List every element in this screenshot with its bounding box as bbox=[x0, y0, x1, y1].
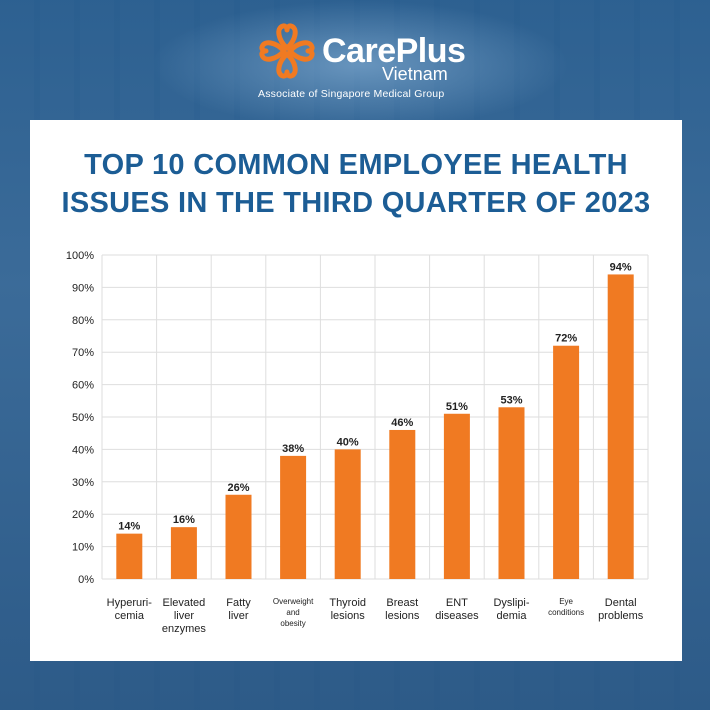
background-glow bbox=[150, 0, 570, 130]
x-tick-label: Elevated bbox=[162, 597, 205, 609]
data-label: 46% bbox=[391, 417, 413, 429]
x-tick-label: Dyslipi- bbox=[493, 597, 529, 609]
x-tick-label: Eye bbox=[559, 597, 573, 606]
x-tick-label: ENT bbox=[446, 597, 468, 609]
x-tick-label: lesions bbox=[331, 610, 366, 622]
x-tick-label: Hyperuri- bbox=[107, 597, 153, 609]
bar bbox=[607, 274, 634, 579]
bar-chart: 0% 10% 20% 30% 40% 50% 60% 70% 80% 90% 100% 14% Hype… bbox=[66, 250, 649, 635]
y-tick-label: 60% bbox=[72, 380, 94, 392]
data-label: 72% bbox=[555, 333, 577, 345]
brand-header: CarePlus Vietnam Associate of Singapore … bbox=[0, 14, 710, 104]
y-tick-label: 30% bbox=[72, 477, 94, 489]
y-tick-label: 90% bbox=[72, 282, 94, 294]
x-tick-label: Fatty bbox=[226, 597, 251, 609]
x-tick-label: liver bbox=[174, 610, 195, 622]
x-tick-label: lesions bbox=[385, 610, 420, 622]
data-label: 38% bbox=[282, 443, 304, 455]
data-label: 16% bbox=[173, 514, 195, 526]
brand-sub: Vietnam bbox=[382, 64, 448, 84]
x-tick-label: Overweight bbox=[273, 597, 314, 606]
data-label: 14% bbox=[118, 521, 140, 533]
x-tick-label: demia bbox=[497, 610, 528, 622]
x-tick-label: liver bbox=[228, 610, 249, 622]
x-tick-label: diseases bbox=[435, 610, 479, 622]
data-label: 51% bbox=[446, 401, 468, 413]
data-label: 94% bbox=[610, 261, 632, 273]
y-tick-label: 50% bbox=[72, 412, 94, 424]
y-tick-label: 10% bbox=[72, 542, 94, 554]
y-tick-label: 20% bbox=[72, 509, 94, 521]
bar bbox=[280, 455, 307, 579]
chart-card: TOP 10 COMMON EMPLOYEE HEALTH ISSUES IN … bbox=[30, 120, 682, 661]
data-label: 40% bbox=[337, 436, 359, 448]
bar bbox=[334, 449, 361, 579]
x-tick-label: cemia bbox=[115, 610, 145, 622]
bar bbox=[443, 413, 470, 579]
x-tick-label: and bbox=[286, 608, 299, 617]
x-tick-label: obesity bbox=[280, 619, 305, 628]
chart-title-line-1: TOP 10 COMMON EMPLOYEE HEALTH bbox=[84, 149, 628, 181]
x-tick-label: enzymes bbox=[162, 623, 207, 635]
careplus-heart-logo-icon bbox=[259, 23, 315, 79]
bar bbox=[170, 527, 197, 579]
y-tick-label: 0% bbox=[78, 574, 94, 586]
bar bbox=[553, 345, 580, 579]
brand-tagline: Associate of Singapore Medical Group bbox=[258, 88, 445, 100]
x-tick-label: problems bbox=[598, 610, 644, 622]
x-tick-label: Breast bbox=[386, 597, 418, 609]
x-tick-label: Thyroid bbox=[329, 597, 366, 609]
data-label: 26% bbox=[227, 482, 249, 494]
bar bbox=[225, 494, 252, 579]
bar bbox=[389, 429, 416, 579]
brand-name: CarePlus bbox=[322, 32, 466, 70]
bar bbox=[498, 407, 525, 579]
x-tick-label: conditions bbox=[548, 608, 584, 617]
chart-title: TOP 10 COMMON EMPLOYEE HEALTH ISSUES IN … bbox=[30, 146, 682, 222]
y-tick-label: 70% bbox=[72, 347, 94, 359]
y-tick-label: 100% bbox=[66, 250, 94, 262]
y-tick-label: 80% bbox=[72, 315, 94, 327]
x-tick-label: Dental bbox=[605, 597, 637, 609]
chart-title-line-2: ISSUES IN THE THIRD QUARTER OF 2023 bbox=[61, 187, 651, 219]
y-tick-label: 40% bbox=[72, 444, 94, 456]
bar bbox=[116, 533, 143, 579]
data-label: 53% bbox=[500, 394, 522, 406]
